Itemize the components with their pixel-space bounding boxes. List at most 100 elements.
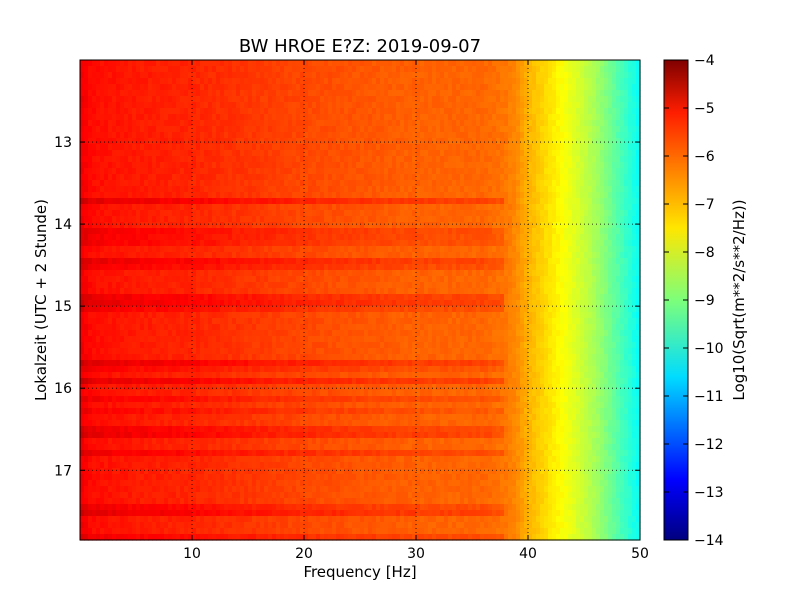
heatmap-cell (176, 78, 181, 85)
heatmap-cell (440, 246, 445, 253)
heatmap-cell (108, 270, 113, 277)
heatmap-cell (84, 72, 89, 79)
heatmap-cell (316, 120, 321, 127)
heatmap-cell (604, 60, 609, 67)
heatmap-cell (200, 198, 205, 205)
heatmap-cell (80, 66, 85, 73)
heatmap-cell (376, 108, 381, 115)
heatmap-cell (164, 156, 169, 163)
heatmap-cell (228, 96, 233, 103)
heatmap-cell (552, 66, 557, 73)
heatmap-cell (508, 126, 513, 133)
heatmap-cell (336, 234, 341, 241)
heatmap-cell (352, 198, 357, 205)
heatmap-cell (520, 138, 525, 145)
heatmap-cell (552, 246, 557, 253)
heatmap-cell (112, 222, 117, 229)
heatmap-cell (104, 210, 109, 217)
heatmap-cell (420, 234, 425, 241)
heatmap-cell (168, 264, 173, 271)
heatmap-cell (620, 174, 625, 181)
heatmap-cell (600, 168, 605, 175)
heatmap-cell (420, 96, 425, 103)
heatmap-cell (524, 252, 529, 259)
heatmap-cell (292, 258, 297, 265)
heatmap-cell (308, 102, 313, 109)
heatmap-cell (452, 246, 457, 253)
heatmap-cell (256, 78, 261, 85)
heatmap-cell (264, 150, 269, 157)
heatmap-cell (432, 60, 437, 67)
heatmap-cell (252, 228, 257, 235)
heatmap-cell (272, 246, 277, 253)
heatmap-cell (120, 228, 125, 235)
heatmap-cell (560, 258, 565, 265)
heatmap-cell (328, 252, 333, 259)
heatmap-cell (124, 180, 129, 187)
heatmap-cell (192, 132, 197, 139)
heatmap-cell (208, 198, 213, 205)
heatmap-cell (516, 222, 521, 229)
heatmap-cell (276, 144, 281, 151)
heatmap-cell (128, 144, 133, 151)
heatmap-cell (388, 108, 393, 115)
heatmap-cell (308, 198, 313, 205)
heatmap-cell (636, 210, 641, 217)
heatmap-cell (108, 60, 113, 67)
heatmap-cell (340, 192, 345, 199)
heatmap-cell (484, 210, 489, 217)
heatmap-cell (240, 252, 245, 259)
heatmap-cell (356, 84, 361, 91)
heatmap-cell (436, 186, 441, 193)
heatmap-cell (184, 72, 189, 79)
heatmap-cell (280, 222, 285, 229)
heatmap-cell (296, 210, 301, 217)
heatmap-cell (488, 90, 493, 97)
heatmap-cell (584, 66, 589, 73)
heatmap-cell (300, 66, 305, 73)
heatmap-cell (348, 90, 353, 97)
heatmap-cell (264, 258, 269, 265)
heatmap-cell (496, 84, 501, 91)
heatmap-cell (160, 90, 165, 97)
heatmap-cell (244, 210, 249, 217)
heatmap-cell (172, 180, 177, 187)
heatmap-cell (384, 216, 389, 223)
heatmap-cell (140, 120, 145, 127)
heatmap-cell (480, 222, 485, 229)
heatmap-cell (112, 96, 117, 103)
heatmap-cell (312, 204, 317, 211)
heatmap-cell (300, 126, 305, 133)
heatmap-cell (556, 174, 561, 181)
heatmap-cell (176, 228, 181, 235)
heatmap-cell (408, 120, 413, 127)
heatmap-cell (176, 126, 181, 133)
heatmap-cell (312, 210, 317, 217)
heatmap-cell (416, 84, 421, 91)
heatmap-cell (536, 252, 541, 259)
heatmap-cell (388, 240, 393, 247)
heatmap-cell (300, 72, 305, 79)
heatmap-cell (336, 144, 341, 151)
heatmap-cell (120, 72, 125, 79)
heatmap-cell (568, 60, 573, 67)
heatmap-cell (508, 114, 513, 121)
heatmap-cell (88, 174, 93, 181)
heatmap-cell (176, 198, 181, 205)
heatmap-cell (576, 150, 581, 157)
heatmap-cell (160, 246, 165, 253)
heatmap-cell (240, 240, 245, 247)
heatmap-cell (252, 162, 257, 169)
heatmap-cell (496, 174, 501, 181)
heatmap-cell (436, 156, 441, 163)
heatmap-cell (516, 114, 521, 121)
heatmap-cell (416, 108, 421, 115)
heatmap-cell (376, 162, 381, 169)
heatmap-cell (120, 78, 125, 85)
heatmap-cell (400, 198, 405, 205)
heatmap-cell (324, 120, 329, 127)
heatmap-cell (172, 138, 177, 145)
heatmap-cell (388, 270, 393, 277)
heatmap-cell (608, 78, 613, 85)
heatmap-cell (160, 240, 165, 247)
